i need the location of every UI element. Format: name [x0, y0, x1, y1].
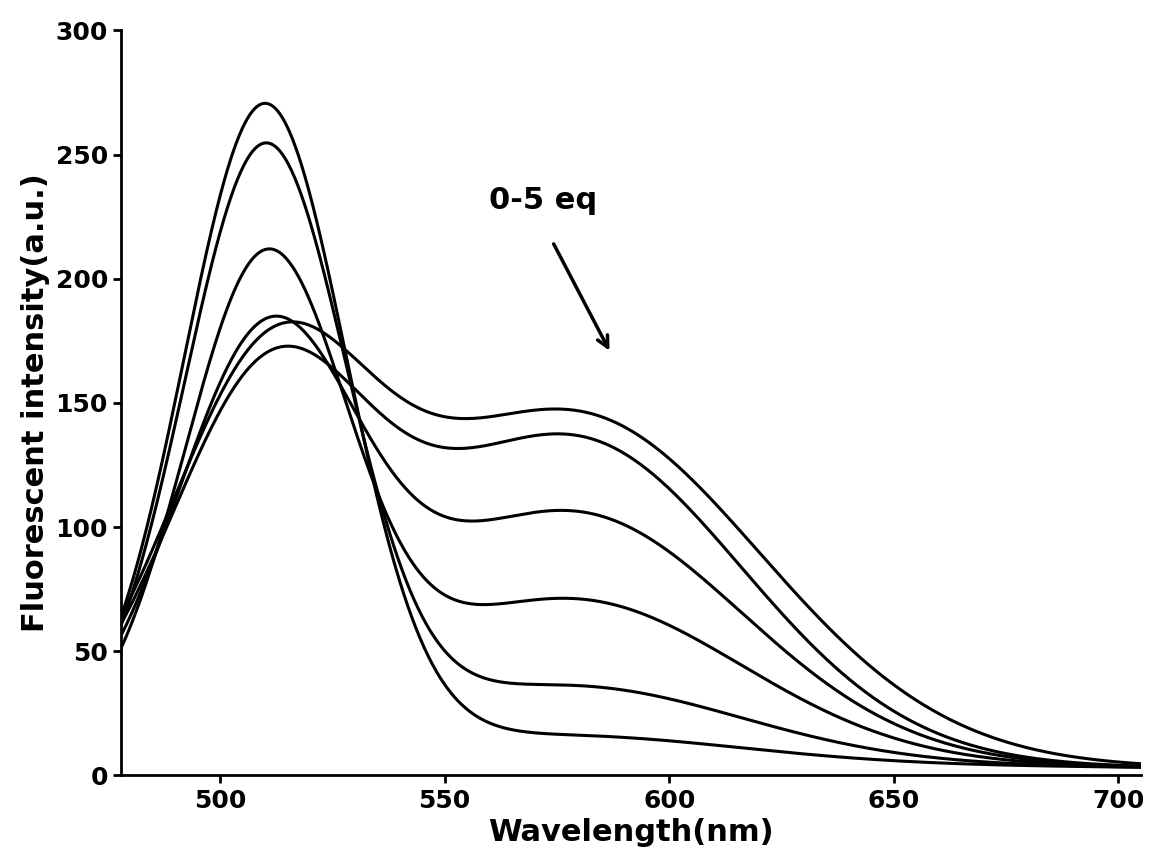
X-axis label: Wavelength(nm): Wavelength(nm) [488, 819, 774, 847]
Y-axis label: Fluorescent intensity(a.u.): Fluorescent intensity(a.u.) [21, 174, 50, 632]
Text: 0-5 eq: 0-5 eq [489, 186, 598, 215]
